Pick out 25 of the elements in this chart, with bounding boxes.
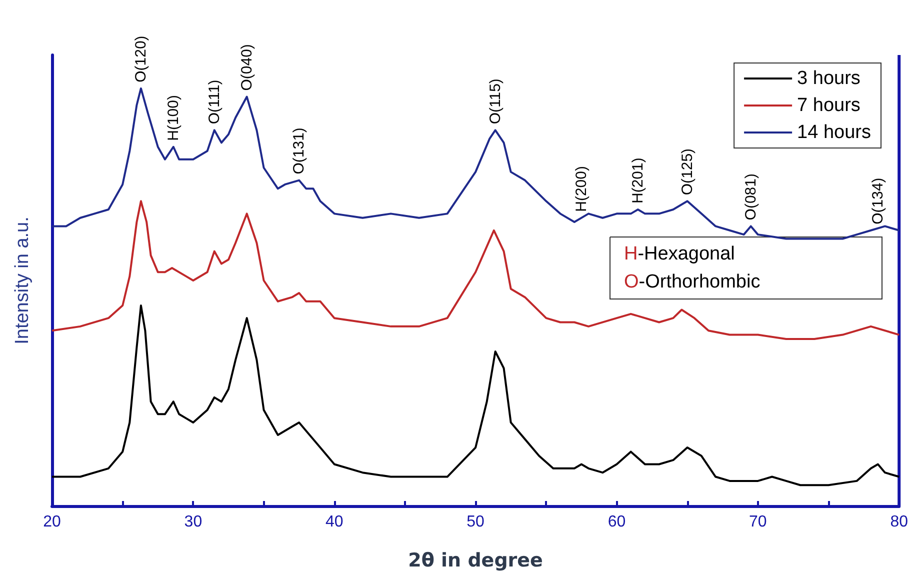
annotation: O(131) (290, 128, 308, 174)
x-tick-label: 20 (43, 514, 61, 530)
x-tick-label: 30 (184, 514, 202, 530)
x-tick-label: 40 (325, 514, 344, 530)
legend-label: 3 hours (797, 68, 860, 89)
annotation: O(115) (486, 78, 504, 124)
x-tick-label: 60 (608, 514, 626, 530)
annotation: O(134) (869, 178, 886, 224)
annotation: H(201) (629, 158, 646, 204)
annotation: H(200) (572, 166, 590, 212)
x-tick-label: 50 (466, 514, 485, 530)
annotation: O(040) (238, 44, 256, 91)
annotation: O(125) (678, 148, 696, 196)
annotation: O(081) (742, 174, 760, 220)
x-tick-label: 80 (890, 514, 908, 530)
annotation: O-Orthorhombic (624, 272, 760, 292)
annotation: O(120) (132, 36, 150, 82)
annotation: H-Hexagonal (624, 244, 735, 264)
x-tick-label: 70 (749, 514, 767, 530)
annotation: H(100) (164, 95, 182, 141)
y-axis-title: Intensity in a.u. (12, 216, 33, 344)
legend-label: 14 hours (797, 122, 872, 143)
legend-label: 7 hours (797, 95, 860, 116)
annotation: O(111) (206, 80, 223, 124)
x-axis-title: 2θ in degree (408, 550, 543, 572)
